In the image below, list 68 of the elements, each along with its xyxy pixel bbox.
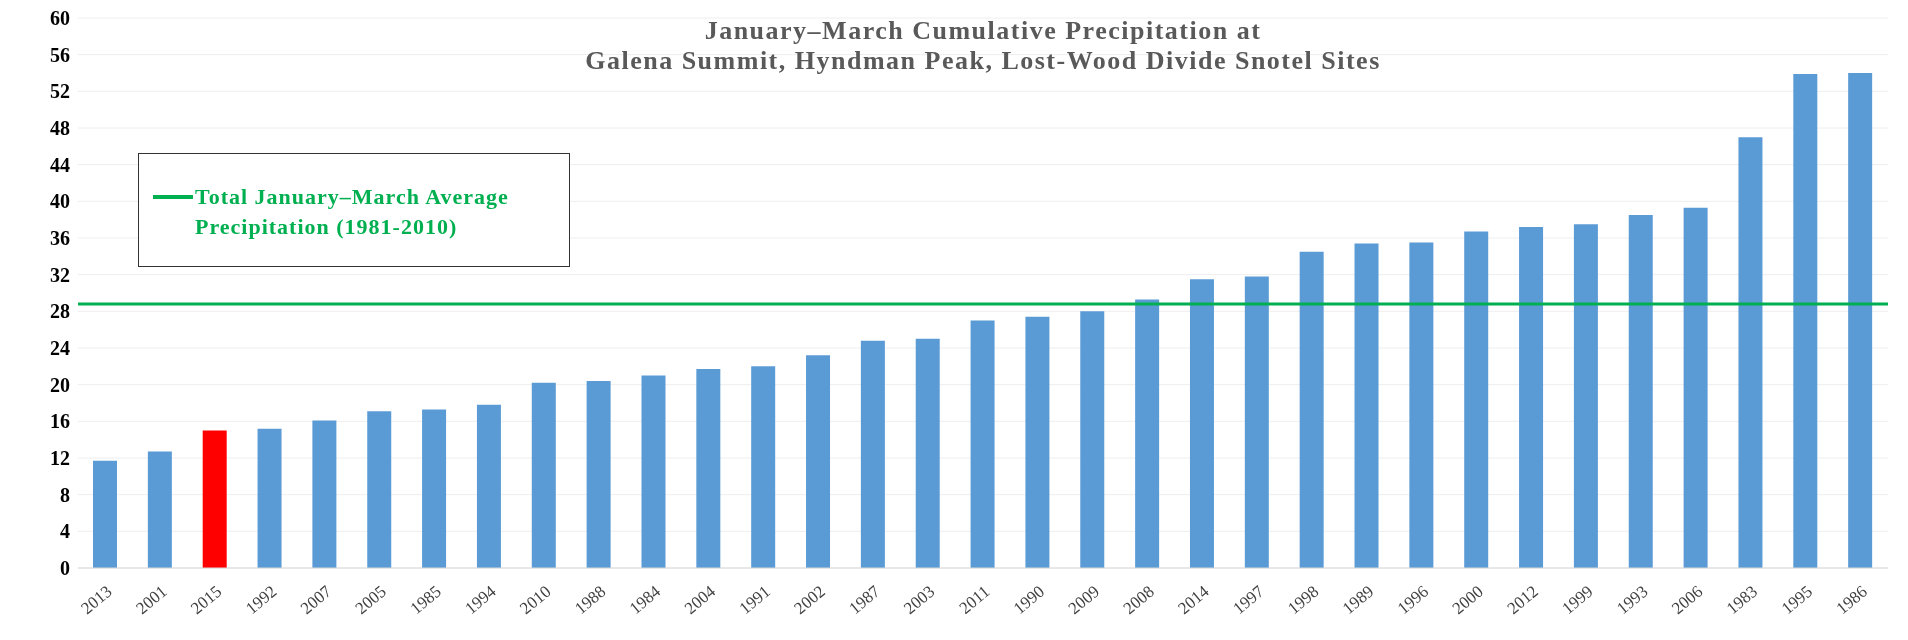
bar: [1025, 316, 1050, 568]
bar: [1135, 299, 1160, 568]
x-tick-label: 1992: [242, 581, 281, 619]
bar: [476, 404, 501, 568]
bar: [1409, 242, 1434, 568]
y-tick-label: 48: [50, 117, 70, 140]
x-tick-label: 2011: [955, 581, 994, 618]
y-tick-label: 44: [50, 153, 70, 176]
bar: [970, 320, 995, 568]
bar: [1299, 251, 1324, 568]
bar: [1848, 73, 1873, 568]
y-tick-label: 40: [50, 190, 70, 213]
bar: [1793, 73, 1818, 568]
y-tick-label: 24: [50, 337, 70, 360]
y-tick-label: 20: [50, 373, 70, 396]
bar: [1573, 224, 1598, 568]
bar: [586, 381, 611, 568]
x-tick-label: 1983: [1722, 581, 1762, 619]
x-tick-label: 1993: [1613, 581, 1652, 619]
bar: [147, 451, 172, 568]
text: January–March Cumulative Precipitation at Galena Summit, Hyndman Peak, Lost-Wood Divide Snotel Sites: [584, 16, 1382, 76]
y-tick-label: 32: [50, 263, 70, 286]
bar: [751, 366, 776, 568]
bar: [422, 409, 447, 568]
x-tick-label: 1988: [571, 581, 610, 619]
y-tick-label: 12: [50, 447, 70, 470]
x-tick-label: 2001: [132, 581, 171, 619]
x-tick-label: 1994: [461, 581, 501, 619]
x-tick-label: 1989: [1338, 581, 1378, 619]
legend-label: Total January–March Average Precipitation (1981-2010): [195, 182, 509, 241]
x-tick-label: 1990: [1009, 581, 1049, 619]
bar: [312, 420, 337, 568]
x-tick-label: 1998: [1284, 581, 1323, 619]
bar: [1464, 231, 1489, 568]
x-tick-label: 1986: [1832, 581, 1871, 619]
bar: [1080, 311, 1105, 568]
bar: [257, 428, 282, 568]
bar: [202, 430, 227, 568]
bar: [531, 382, 556, 568]
x-tick-label: 1991: [735, 581, 774, 619]
y-tick-label: 8: [60, 483, 70, 506]
bar: [641, 375, 666, 568]
bar: [1683, 207, 1708, 568]
bar: [93, 460, 117, 568]
bar: [696, 369, 721, 568]
x-tick-label: 1985: [406, 581, 445, 619]
y-tick-label: 28: [50, 300, 70, 323]
bar: [1244, 276, 1269, 568]
y-tick-label: 56: [50, 43, 70, 66]
y-tick-label: 60: [50, 7, 70, 30]
y-tick-label: 0: [60, 557, 70, 580]
x-tick-label: 1995: [1777, 581, 1817, 619]
bar: [915, 338, 940, 568]
y-tick-label: 36: [50, 227, 70, 250]
bar: [1519, 227, 1544, 568]
x-tick-label: 1996: [1393, 581, 1433, 619]
y-tick-label: 4: [60, 520, 70, 543]
bar: [1354, 243, 1379, 568]
x-tick-label: 1984: [625, 581, 665, 619]
bar: [367, 411, 392, 568]
x-tick-label: 1999: [1558, 581, 1597, 619]
bar: [1628, 215, 1653, 568]
bar: [806, 355, 831, 568]
y-tick-label: 16: [50, 410, 70, 433]
bar: [1189, 279, 1214, 568]
y-tick-label: 52: [50, 80, 70, 103]
bar: [860, 340, 885, 568]
bar: [1738, 137, 1763, 568]
